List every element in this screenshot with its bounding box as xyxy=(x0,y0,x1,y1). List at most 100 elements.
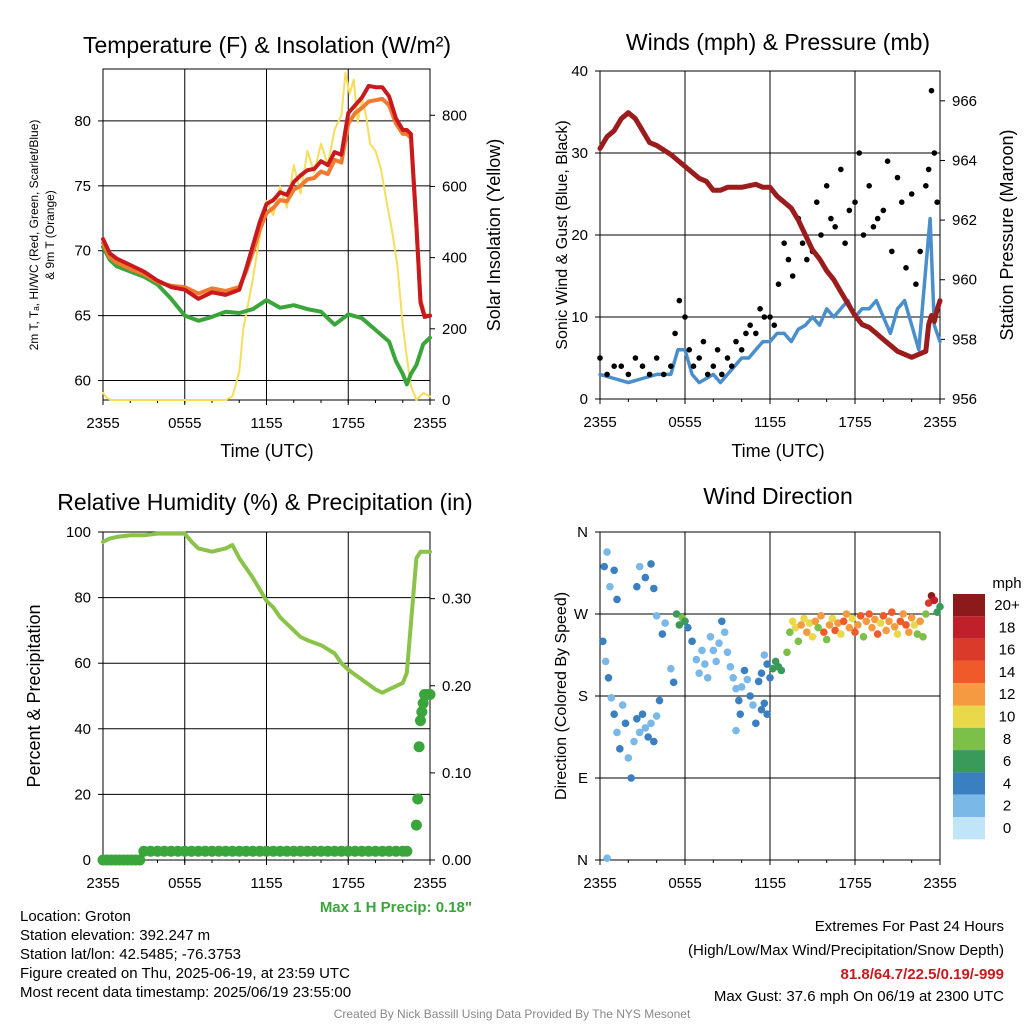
extremes-fields: (High/Low/Max Wind/Precipitation/Snow De… xyxy=(688,942,1004,959)
x-tick-label: 1755 xyxy=(332,875,365,892)
x-tick-label: 1155 xyxy=(754,414,786,431)
credit-text: Created By Nick Bassill Using Data Provi… xyxy=(333,1007,691,1021)
wind-direction-point xyxy=(635,562,644,571)
wind-direction-point xyxy=(601,657,610,666)
gust-point xyxy=(704,371,711,378)
wind-direction-point xyxy=(882,626,890,635)
wind-direction-point xyxy=(777,666,786,675)
gust-point xyxy=(747,322,753,329)
gust-point xyxy=(646,371,653,378)
wind-direction-point xyxy=(757,669,766,678)
wind-direction-point xyxy=(919,632,927,641)
gust-point xyxy=(781,240,787,246)
gust-point xyxy=(799,240,806,246)
wind-direction-point xyxy=(757,705,766,714)
wind-direction-point xyxy=(845,623,854,632)
gust-point xyxy=(597,355,603,361)
wind-direction-point xyxy=(766,673,774,682)
y-tick-label: S xyxy=(578,688,588,705)
wind-direction-point xyxy=(652,712,661,720)
gust-point xyxy=(719,371,725,378)
wind-direction-point xyxy=(701,660,709,668)
gust-point xyxy=(804,256,810,263)
wind-direction-point xyxy=(797,621,805,629)
wind-direction-point xyxy=(633,582,641,591)
wind-direction-point xyxy=(752,719,760,728)
legend-label: 4 xyxy=(1003,775,1011,792)
x-tick-label: 2355 xyxy=(86,875,119,892)
wind-direction-point xyxy=(814,623,822,632)
gust-point xyxy=(903,265,909,271)
gust-point xyxy=(870,224,877,230)
gust-point xyxy=(733,338,739,345)
wind-direction-point xyxy=(737,683,746,691)
wind-direction-point xyxy=(735,696,743,705)
gust-point xyxy=(682,314,688,320)
gust-point xyxy=(898,199,905,205)
gust-point xyxy=(813,199,820,205)
wind-direction-point xyxy=(603,548,611,556)
gust-point xyxy=(618,363,625,370)
wind-direction-point xyxy=(905,628,913,637)
wind-direction-point xyxy=(698,646,706,655)
y2-tick-label: 0.10 xyxy=(442,765,471,782)
wind-direction-point xyxy=(644,733,652,741)
wind-direction-point xyxy=(627,774,635,782)
legend-label: 20+ xyxy=(994,597,1020,614)
wind-direction-point xyxy=(607,694,616,702)
wind-direction-point xyxy=(865,610,873,618)
x-tick-label: 1755 xyxy=(332,415,365,432)
y-tick-label: 0 xyxy=(580,391,588,408)
y-tick-label: 65 xyxy=(74,308,91,325)
wind-direction-point xyxy=(647,560,655,568)
legend-label: 18 xyxy=(999,619,1016,636)
legend-swatch xyxy=(953,705,985,728)
chart-title-winds: Winds (mph) & Pressure (mb) xyxy=(626,29,930,55)
wind-direction-point xyxy=(641,573,650,582)
y2-axis-label: Station Pressure (Maroon) xyxy=(997,129,1017,340)
wind-direction-point xyxy=(899,610,907,618)
gust-point xyxy=(696,355,702,361)
wind-direction-point xyxy=(599,637,607,646)
wind-direction-point xyxy=(803,628,811,637)
wind-direction-point xyxy=(842,610,851,618)
wind-direction-point xyxy=(851,628,859,637)
legend-swatch xyxy=(953,683,985,706)
y2-tick-label: 964 xyxy=(952,152,977,169)
wind-direction-point xyxy=(647,719,655,728)
wind-direction-point xyxy=(811,617,820,626)
gust-point xyxy=(923,183,929,189)
wind-direction-point xyxy=(633,714,641,723)
y2-tick-label: 800 xyxy=(442,107,467,124)
wind-direction-point xyxy=(603,854,611,862)
wind-direction-point xyxy=(871,615,879,624)
y2-tick-label: 600 xyxy=(442,178,467,195)
wind-direction-point xyxy=(910,621,919,629)
y2-tick-label: 200 xyxy=(442,321,467,338)
wind-direction-point xyxy=(624,754,633,762)
precip-point xyxy=(134,854,146,866)
wind-direction-point xyxy=(630,737,638,746)
wind-direction-point xyxy=(718,617,726,626)
wind-direction-point xyxy=(783,648,791,657)
wind-direction-point xyxy=(650,737,658,746)
extremes-values: 81.8/64.7/22.5/0.19/-999 xyxy=(840,966,1004,983)
precip-point xyxy=(401,845,413,857)
legend-label: 6 xyxy=(1003,753,1011,770)
precip-point xyxy=(414,715,426,727)
gust-point xyxy=(625,371,632,378)
x-tick-label: 2355 xyxy=(86,415,119,432)
wind-direction-point xyxy=(873,630,882,638)
wind-direction-point xyxy=(924,599,933,607)
wind-direction-point xyxy=(613,595,621,604)
max-gust-text: Max Gust: 37.6 mph On 06/19 at 2300 UTC xyxy=(713,988,1004,1005)
gust-point xyxy=(880,207,887,214)
wind-direction-point xyxy=(600,562,609,571)
wind-direction-point xyxy=(856,612,865,620)
legend-swatch xyxy=(953,794,985,817)
wind-direction-point xyxy=(726,663,735,671)
wind-direction-point xyxy=(922,610,930,618)
wind-direction-point xyxy=(641,724,650,732)
gust-point xyxy=(668,363,674,370)
legend-label: 0 xyxy=(1003,820,1011,837)
